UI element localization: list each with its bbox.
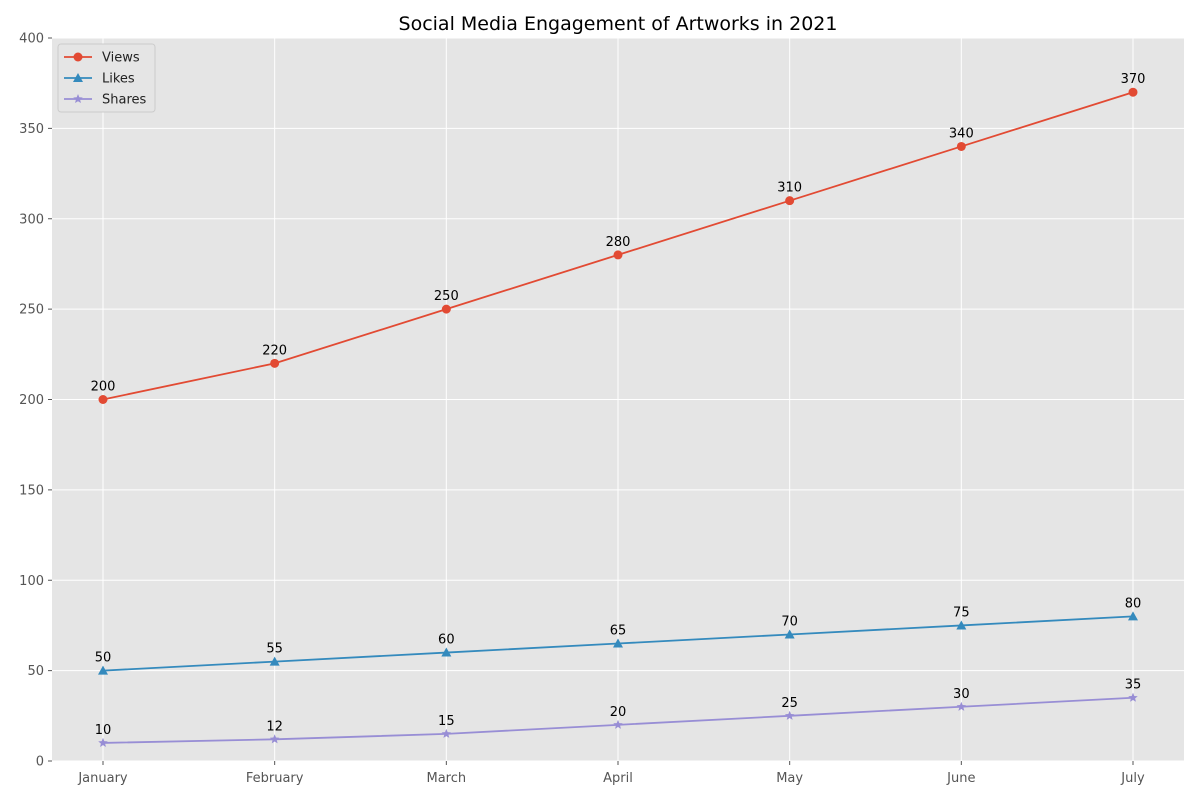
x-tick-label: January — [77, 771, 128, 786]
y-axis-ticks: 0 50 100 150 200 250 300 350 400 — [19, 32, 52, 770]
data-label-likes: 60 — [438, 633, 455, 648]
data-label-likes: 80 — [1125, 596, 1142, 611]
legend-item-shares: Shares — [64, 93, 147, 108]
y-tick-label: 250 — [19, 303, 44, 318]
y-tick-label: 100 — [19, 574, 44, 589]
data-point-shares — [269, 734, 280, 744]
x-tick-label: February — [246, 771, 304, 786]
data-point-views — [1128, 87, 1138, 97]
data-point-views — [98, 395, 108, 404]
data-label-views: 250 — [434, 289, 459, 304]
x-axis-ticks: January February March April May June July — [77, 761, 1145, 786]
data-point-views — [785, 196, 795, 206]
x-tick-label: April — [603, 771, 633, 786]
data-label-likes: 70 — [781, 614, 798, 629]
data-point-shares — [613, 719, 623, 729]
data-label-likes: 50 — [95, 651, 112, 666]
legend-label-shares: Shares — [102, 93, 147, 108]
y-tick-label: 0 — [36, 755, 44, 770]
data-point-likes — [784, 629, 795, 639]
data-point-views — [270, 358, 280, 368]
data-label-shares: 15 — [438, 714, 455, 729]
legend-item-likes: Likes — [64, 72, 135, 87]
data-label-views: 340 — [949, 126, 974, 141]
data-label-shares: 35 — [1125, 678, 1142, 693]
y-tick-label: 50 — [27, 664, 44, 679]
data-label-shares: 20 — [610, 705, 627, 720]
data-point-likes — [441, 647, 452, 657]
legend-label-views: Views — [102, 51, 140, 66]
series-layer — [98, 87, 1138, 747]
data-label-likes: 65 — [610, 624, 627, 639]
x-tick-label: July — [1120, 771, 1145, 786]
chart-title: Social Media Engagement of Artworks in 2… — [399, 13, 838, 35]
data-point-shares — [441, 728, 452, 738]
y-tick-label: 150 — [19, 483, 44, 498]
data-label-shares: 10 — [95, 723, 112, 738]
data-point-likes — [956, 620, 967, 630]
y-tick-label: 200 — [19, 393, 44, 408]
data-labels: 200 220 250 280 310 340 370 50 55 60 65 70 75 80 10 12 1… — [91, 72, 1146, 738]
data-label-likes: 55 — [266, 642, 283, 657]
legend-label-likes: Likes — [102, 72, 135, 87]
data-point-views — [441, 304, 451, 314]
y-tick-label: 350 — [19, 122, 44, 137]
data-point-shares — [1128, 692, 1138, 702]
legend-marker-likes — [73, 73, 83, 82]
data-label-views: 220 — [262, 343, 287, 358]
data-point-views — [956, 141, 966, 151]
y-tick-label: 400 — [19, 32, 44, 47]
x-tick-label: March — [427, 771, 467, 786]
data-label-views: 310 — [777, 181, 802, 196]
series-shares — [98, 692, 1138, 747]
legend-box — [57, 43, 156, 113]
data-label-shares: 30 — [953, 687, 970, 702]
data-point-likes — [98, 665, 108, 675]
x-tick-label: June — [946, 771, 975, 786]
data-label-likes: 75 — [953, 605, 970, 620]
data-point-shares — [98, 737, 108, 747]
data-point-shares — [956, 701, 967, 711]
series-likes — [98, 611, 1138, 675]
data-point-likes — [269, 656, 280, 666]
x-tick-label: May — [776, 771, 803, 786]
data-label-views: 280 — [606, 235, 631, 250]
data-label-views: 370 — [1121, 72, 1146, 87]
legend: Views Likes Shares — [57, 43, 156, 113]
y-tick-label: 300 — [19, 212, 44, 227]
legend-marker-shares — [73, 94, 83, 104]
data-label-shares: 25 — [781, 696, 798, 711]
data-point-views — [613, 250, 623, 260]
data-point-likes — [1128, 611, 1138, 621]
data-label-views: 200 — [91, 380, 116, 395]
data-point-likes — [613, 638, 623, 648]
data-point-shares — [784, 710, 795, 720]
legend-item-views: Views — [64, 51, 140, 66]
series-views — [98, 87, 1138, 404]
data-label-shares: 12 — [266, 719, 283, 734]
legend-marker-views — [73, 52, 83, 62]
